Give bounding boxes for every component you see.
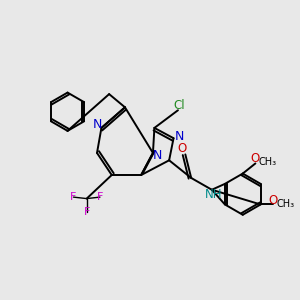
Text: NH: NH [205,188,222,201]
Text: N: N [92,118,102,131]
Text: N: N [153,149,162,162]
Text: Cl: Cl [174,99,185,112]
Text: O: O [268,194,278,207]
Text: F: F [97,192,103,202]
Text: F: F [83,207,90,217]
Text: CH₃: CH₃ [259,157,277,167]
Text: O: O [251,152,260,165]
Text: N: N [175,130,184,143]
Text: O: O [178,142,187,155]
Text: CH₃: CH₃ [276,200,294,209]
Text: F: F [70,192,76,202]
